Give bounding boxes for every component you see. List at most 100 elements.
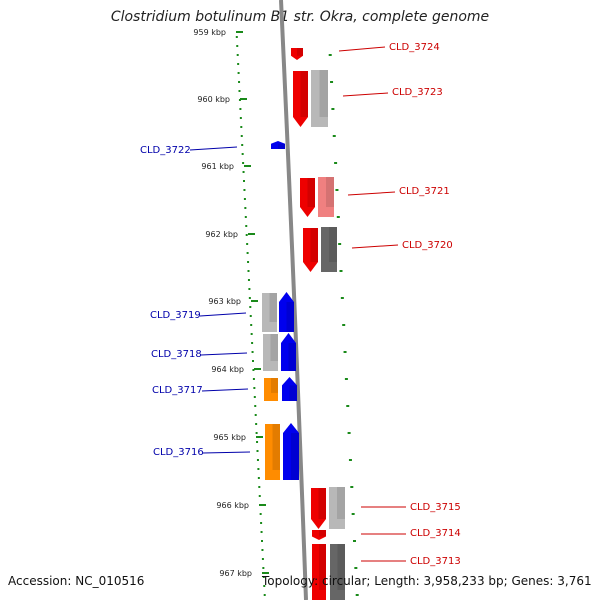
gene-arrow-cld-3715-1-shade (337, 487, 345, 519)
label-group: CLD_3724 CLD_3723 CLD_3722 CLD_3721 CLD_3720… (140, 42, 461, 567)
gene-label-cld-3713[interactable]: CLD_3713 (410, 556, 461, 567)
gene-label-cld-3716[interactable]: CLD_3716 (153, 447, 204, 458)
gene-arrow-cld-3715-0[interactable] (311, 488, 326, 529)
gene-arrow-cld-3720-1-shade (329, 227, 337, 262)
guide-dot (247, 261, 250, 263)
gene-label-cld-3724[interactable]: CLD_3724 (389, 42, 440, 53)
gene-arrow-cld-3723-1[interactable] (311, 70, 328, 127)
guide-dot (331, 108, 335, 110)
gene-arrow-cld-3716-0[interactable] (265, 424, 280, 480)
gene-arrow-cld-3721-1-shade (326, 177, 334, 207)
guide-dot (260, 522, 263, 524)
gene-arrow-cld-3715-1[interactable] (329, 487, 345, 529)
guide-dot (251, 342, 254, 344)
tick-label: 962 kbp (205, 230, 238, 239)
guide-dot (248, 288, 251, 290)
gene-arrow-cld-3722-0-shade (278, 143, 285, 149)
map-title: Clostridium botulinum B1 str. Okra, comp… (110, 9, 490, 25)
guide-dot (342, 324, 346, 326)
guide-dot (251, 351, 254, 353)
tick-label: 967 kbp (219, 569, 252, 578)
guide-dot (332, 135, 336, 137)
gene-arrow-cld-3713-0-shade (319, 544, 326, 590)
guide-dot (249, 306, 252, 308)
guide-dot (261, 549, 264, 551)
gene-arrow-cld-3713-1[interactable] (330, 544, 345, 600)
gene-arrow-cld-3721-1[interactable] (318, 177, 334, 217)
guide-dot (238, 81, 241, 83)
gene-arrow-cld-3723-0[interactable] (293, 71, 308, 127)
gene-label-cld-3723[interactable]: CLD_3723 (392, 87, 443, 98)
guide-dot (243, 189, 246, 191)
guide-dot (257, 477, 260, 479)
gene-label-cld-3722[interactable]: CLD_3722 (140, 145, 191, 156)
guide-dot (257, 468, 260, 470)
guide-dot (253, 396, 256, 398)
guide-dot (256, 441, 259, 443)
gene-arrow-cld-3721-0[interactable] (300, 178, 315, 217)
gene-arrow-cld-3723-0-shade (300, 71, 308, 117)
gene-arrow-cld-3720-1[interactable] (321, 227, 337, 272)
guide-dot (263, 594, 266, 596)
guide-dot (243, 198, 246, 200)
gene-arrow-cld-3720-0[interactable] (303, 228, 318, 272)
guide-dot (235, 36, 238, 38)
guide-dot (255, 423, 258, 425)
guide-dot (236, 54, 239, 56)
guide-dot (250, 324, 253, 326)
gene-label-cld-3719[interactable]: CLD_3719 (150, 310, 201, 321)
guide-dot (245, 225, 248, 227)
gene-arrow-cld-3724-0-shade (297, 48, 303, 56)
guide-dot (238, 90, 241, 92)
gene-arrow-cld-3722-0[interactable] (271, 141, 285, 149)
gene-arrow-cld-3718-1[interactable] (281, 333, 296, 371)
guide-dot (244, 207, 247, 209)
gene-arrow-cld-3719-0[interactable] (262, 293, 277, 332)
guide-dot (262, 576, 265, 578)
gene-arrow-cld-3718-0[interactable] (263, 334, 278, 371)
gene-group (262, 48, 345, 600)
gene-label-cld-3714[interactable]: CLD_3714 (410, 528, 461, 539)
gene-arrow-cld-3714-0[interactable] (312, 530, 326, 540)
guide-dot (240, 126, 243, 128)
guide-dot (261, 540, 263, 542)
guide-dot (239, 117, 242, 119)
gene-arrow-cld-3715-0-shade (318, 488, 326, 519)
gene-arrow-cld-3717-0[interactable] (264, 378, 278, 401)
guide-dot (263, 585, 266, 587)
gene-leader-line (200, 352, 248, 356)
guide-dot (340, 297, 344, 299)
guide-dot (330, 81, 334, 83)
gene-label-cld-3717[interactable]: CLD_3717 (152, 385, 203, 396)
topology-text: Topology: circular; Length: 3,958,233 bp… (262, 574, 592, 588)
gene-arrow-cld-3719-1[interactable] (279, 292, 294, 332)
guide-dot (253, 387, 256, 389)
gene-arrow-cld-3717-1-shade (289, 385, 297, 401)
guide-dot (241, 144, 244, 146)
guide-dot (260, 531, 263, 533)
gene-label-cld-3718[interactable]: CLD_3718 (151, 349, 202, 360)
gene-arrow-cld-3717-1[interactable] (282, 377, 297, 401)
guide-dot (249, 315, 252, 317)
guide-dot (237, 63, 240, 65)
tick-label: 960 kbp (197, 95, 230, 104)
guide-dot (350, 486, 354, 488)
gene-arrow-cld-3720-0-shade (310, 228, 318, 262)
guide-dot (335, 189, 339, 191)
guide-dot (262, 567, 265, 569)
gene-arrow-cld-3716-1[interactable] (283, 423, 299, 480)
gene-label-cld-3715[interactable]: CLD_3715 (410, 502, 461, 513)
gene-arrow-cld-3718-0-shade (270, 334, 278, 361)
gene-arrow-cld-3724-0[interactable] (291, 48, 303, 60)
gene-label-cld-3721[interactable]: CLD_3721 (399, 186, 450, 197)
tick-label: 966 kbp (216, 501, 249, 510)
tick-label: 961 kbp (201, 162, 234, 171)
gene-arrow-cld-3723-1-shade (319, 70, 328, 117)
gene-arrow-cld-3713-0[interactable] (312, 544, 326, 600)
gene-label-cld-3720[interactable]: CLD_3720 (402, 240, 453, 251)
guide-dot (240, 135, 243, 137)
accession-text: Accession: NC_010516 (8, 574, 145, 588)
tick-label: 963 kbp (208, 297, 241, 306)
guide-dot (344, 378, 348, 380)
